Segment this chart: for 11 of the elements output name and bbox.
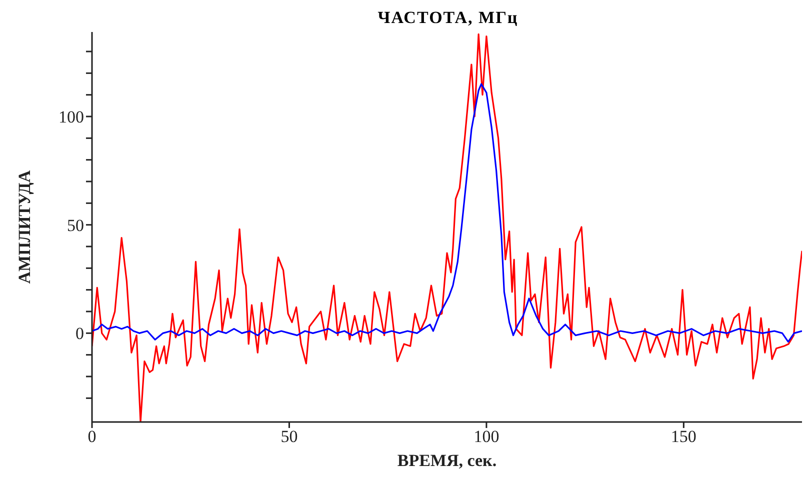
x-tick-label: 150 bbox=[670, 427, 696, 446]
y-axis-title: АМПЛИТУДА bbox=[15, 170, 34, 284]
x-tick-label: 50 bbox=[280, 427, 298, 446]
line-series bbox=[92, 83, 802, 343]
y-tick-label: 0 bbox=[76, 324, 84, 344]
x-axis-title: ВРЕМЯ, сек. bbox=[397, 451, 497, 470]
x-tick-label: 0 bbox=[88, 427, 96, 446]
y-tick-label: 100 bbox=[58, 108, 84, 127]
x-tick-label: 100 bbox=[474, 427, 500, 446]
chart-title: ЧАСТОТА, МГц bbox=[376, 8, 520, 28]
y-tick-label: 50 bbox=[67, 216, 84, 235]
